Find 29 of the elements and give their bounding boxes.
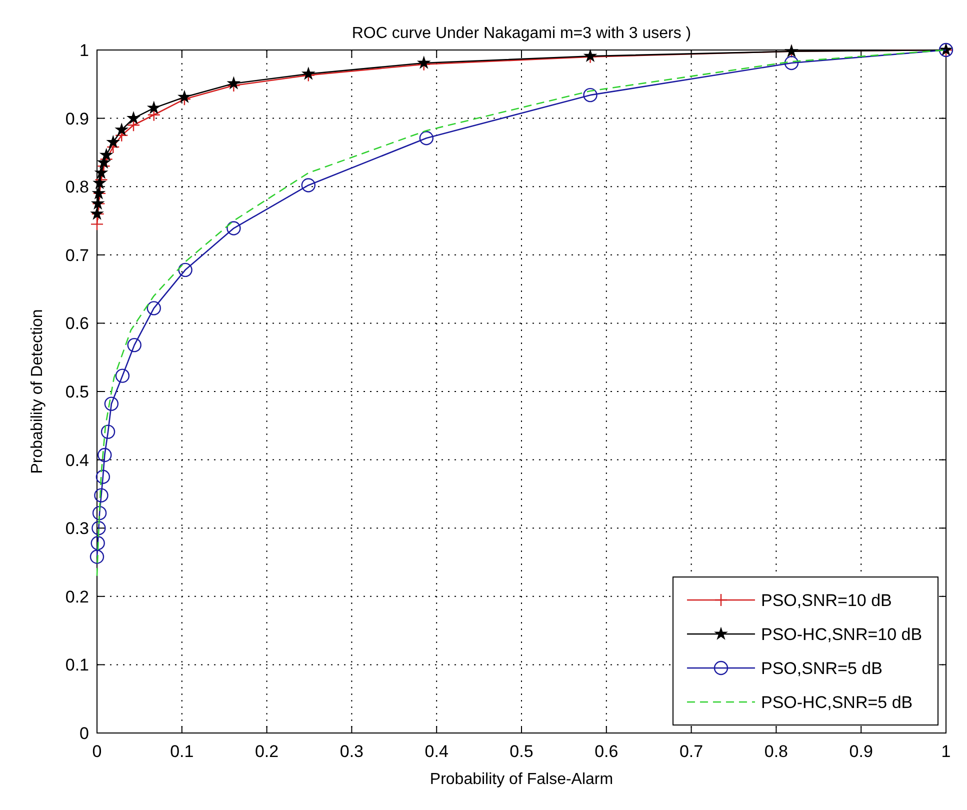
legend-label: PSO-HC,SNR=10 dB xyxy=(761,625,922,644)
x-axis-title: Probability of False-Alarm xyxy=(430,771,614,788)
y-axis-title: Probability of Detection xyxy=(29,309,46,474)
x-tick-label: 0.6 xyxy=(594,742,618,761)
x-tick-label: 0.2 xyxy=(254,742,279,761)
legend-label: PSO-HC,SNR=5 dB xyxy=(761,693,913,712)
y-tick-label: 0.9 xyxy=(65,109,89,128)
y-tick-label: 0.7 xyxy=(65,246,89,265)
x-tick-label: 0.5 xyxy=(510,742,534,761)
y-tick-label: 0.3 xyxy=(65,519,89,538)
y-tick-label: 1 xyxy=(80,41,89,60)
legend-label: PSO,SNR=10 dB xyxy=(761,591,892,610)
y-tick-label: 0.4 xyxy=(65,450,89,470)
chart-title: ROC curve Under Nakagami m=3 with 3 users ) xyxy=(352,25,692,42)
x-tick-label: 0 xyxy=(92,742,102,761)
x-tick-label: 0.8 xyxy=(764,742,788,761)
y-tick-label: 0.1 xyxy=(65,656,89,675)
x-tick-label: 0.3 xyxy=(340,742,364,761)
x-tick-label: 0.1 xyxy=(170,742,194,761)
legend-label: PSO,SNR=5 dB xyxy=(761,659,882,678)
y-tick-label: 0 xyxy=(80,724,89,743)
y-tick-label: 0.6 xyxy=(65,314,89,334)
y-tick-label: 0.2 xyxy=(65,587,89,606)
x-tick-label: 1 xyxy=(941,742,951,761)
x-tick-label: 0.7 xyxy=(679,742,704,761)
x-tick-label: 0.4 xyxy=(424,742,448,761)
x-tick-label: 0.9 xyxy=(849,742,873,761)
y-tick-label: 0.5 xyxy=(65,382,89,402)
y-tick-label: 0.8 xyxy=(65,178,89,197)
